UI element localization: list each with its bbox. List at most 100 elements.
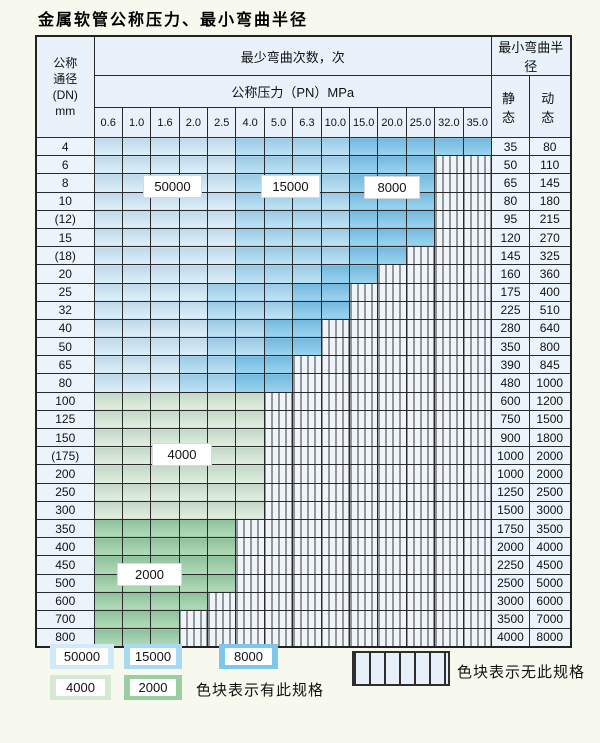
no-spec-cell bbox=[462, 409, 492, 430]
dynamic-radius-cell: 640 bbox=[528, 318, 572, 339]
spec-cell-8000 bbox=[377, 209, 407, 229]
spec-cell-8000 bbox=[349, 155, 379, 175]
spec-cell-50000 bbox=[121, 155, 152, 175]
spec-cell-2000 bbox=[178, 591, 209, 611]
no-spec-cell bbox=[292, 482, 322, 502]
spec-cell-50000 bbox=[178, 136, 209, 157]
spec-cell-4000 bbox=[207, 482, 237, 502]
spec-cell-4000 bbox=[93, 464, 123, 484]
table-row: 300 1500 3000 bbox=[35, 500, 572, 520]
dn-cell: 450 bbox=[35, 555, 95, 575]
spec-cell-15000 bbox=[235, 264, 265, 284]
no-spec-cell bbox=[462, 191, 492, 211]
dn-column-header: 公称 通径 (DN) mm bbox=[35, 35, 95, 138]
no-spec-cell bbox=[405, 264, 436, 284]
pressure-col-header: 6.3 bbox=[292, 107, 322, 138]
spec-cell-4000 bbox=[235, 464, 265, 484]
spec-cell-50000 bbox=[207, 191, 237, 211]
spec-cell-4000 bbox=[178, 409, 209, 430]
legend-no-spec-text: 色块表示无此规格 bbox=[457, 664, 586, 681]
no-spec-cell bbox=[292, 464, 322, 484]
static-radius-cell: 1500 bbox=[490, 500, 530, 520]
legend-swatch-label: 50000 bbox=[56, 648, 108, 665]
static-radius-cell: 35 bbox=[490, 136, 530, 157]
spec-cell-50000 bbox=[93, 173, 123, 193]
spec-cell-4000 bbox=[150, 391, 180, 411]
pressure-col-header: 4.0 bbox=[235, 107, 265, 138]
no-spec-cell bbox=[405, 300, 436, 320]
spec-cell-15000 bbox=[207, 300, 237, 320]
spec-cell-15000 bbox=[320, 227, 351, 248]
no-spec-cell bbox=[434, 209, 464, 229]
spec-cell-15000 bbox=[320, 246, 351, 266]
spec-cell-50000 bbox=[207, 246, 237, 266]
no-spec-cell bbox=[349, 446, 379, 466]
table-row: 700 3500 7000 bbox=[35, 609, 572, 630]
spec-cell-50000 bbox=[93, 264, 123, 284]
no-spec-cell bbox=[462, 173, 492, 193]
spec-cell-50000 bbox=[93, 209, 123, 229]
spec-cell-15000 bbox=[235, 300, 265, 320]
no-spec-cell bbox=[377, 300, 407, 320]
no-spec-cell bbox=[349, 591, 379, 611]
dynamic-radius-cell: 510 bbox=[528, 300, 572, 320]
static-radius-cell: 480 bbox=[490, 373, 530, 393]
dn-cell: 800 bbox=[35, 628, 95, 648]
no-spec-cell bbox=[462, 591, 492, 611]
no-spec-cell bbox=[405, 482, 436, 502]
no-spec-cell bbox=[405, 282, 436, 302]
dynamic-radius-cell: 8000 bbox=[528, 628, 572, 648]
spec-cell-4000 bbox=[178, 464, 209, 484]
spec-cell-2000 bbox=[178, 573, 209, 593]
no-spec-cell bbox=[349, 518, 379, 539]
no-spec-cell bbox=[405, 246, 436, 266]
spec-cell-2000 bbox=[93, 573, 123, 593]
no-spec-cell bbox=[434, 318, 464, 339]
no-spec-cell bbox=[377, 427, 407, 448]
spec-cell-15000 bbox=[207, 337, 237, 357]
spec-cell-2000 bbox=[121, 591, 152, 611]
no-spec-cell bbox=[320, 573, 351, 593]
no-spec-cell bbox=[349, 555, 379, 575]
no-spec-cell bbox=[405, 355, 436, 375]
no-spec-cell bbox=[377, 355, 407, 375]
page-title: 金属软管公称压力、最小弯曲半径 bbox=[38, 10, 309, 29]
no-spec-cell bbox=[292, 500, 322, 520]
no-spec-cell bbox=[377, 373, 407, 393]
no-spec-cell bbox=[405, 500, 436, 520]
spec-cell-50000 bbox=[121, 264, 152, 284]
spec-cell-50000 bbox=[121, 282, 152, 302]
no-spec-cell bbox=[462, 318, 492, 339]
dn-cell: 350 bbox=[35, 518, 95, 539]
spec-cell-50000 bbox=[93, 227, 123, 248]
spec-cell-50000 bbox=[93, 282, 123, 302]
spec-cell-8000 bbox=[349, 264, 379, 284]
dn-cell: 10 bbox=[35, 191, 95, 211]
spec-cell-50000 bbox=[178, 282, 209, 302]
no-spec-cell bbox=[263, 446, 294, 466]
no-spec-cell bbox=[263, 482, 294, 502]
spec-cell-15000 bbox=[292, 246, 322, 266]
spec-cell-4000 bbox=[121, 482, 152, 502]
dynamic-radius-cell: 2000 bbox=[528, 464, 572, 484]
static-radius-cell: 50 bbox=[490, 155, 530, 175]
spec-cell-15000 bbox=[235, 318, 265, 339]
no-spec-cell bbox=[434, 282, 464, 302]
table-row: (175) 1000 2000 bbox=[35, 446, 572, 466]
spec-cell-15000 bbox=[235, 136, 265, 157]
spec-cell-50000 bbox=[178, 337, 209, 357]
no-spec-cell bbox=[320, 537, 351, 557]
no-spec-cell bbox=[462, 500, 492, 520]
spec-cell-4000 bbox=[93, 500, 123, 520]
spec-cell-50000 bbox=[121, 318, 152, 339]
no-spec-cell bbox=[434, 518, 464, 539]
no-spec-cell bbox=[405, 337, 436, 357]
spec-cell-50000 bbox=[178, 246, 209, 266]
no-spec-cell bbox=[462, 246, 492, 266]
no-spec-cell bbox=[377, 628, 407, 648]
spec-cell-15000 bbox=[320, 155, 351, 175]
spec-cell-4000 bbox=[235, 409, 265, 430]
no-spec-cell bbox=[292, 537, 322, 557]
no-spec-cell bbox=[377, 609, 407, 630]
dn-cell: 40 bbox=[35, 318, 95, 339]
